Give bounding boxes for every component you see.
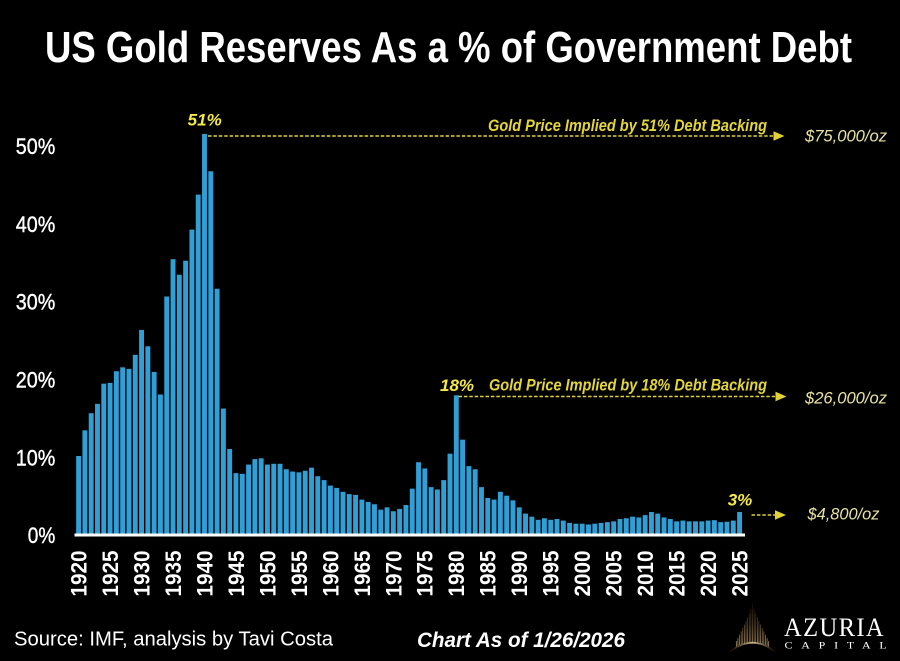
svg-text:$75,000/oz: $75,000/oz [804,128,888,146]
svg-text:Gold Price Implied by 51% Debt: Gold Price Implied by 51% Debt Backing [488,117,767,135]
svg-text:1940: 1940 [192,551,217,597]
svg-text:CAPITAL: CAPITAL [785,642,896,652]
svg-text:1925: 1925 [98,551,123,597]
svg-text:1970: 1970 [381,551,406,597]
svg-text:$4,800/oz: $4,800/oz [807,506,881,524]
svg-text:1975: 1975 [413,551,438,597]
svg-text:3%: 3% [728,491,753,510]
svg-text:1930: 1930 [129,551,154,597]
svg-text:1990: 1990 [507,551,532,597]
svg-text:2010: 2010 [633,551,658,597]
svg-text:Chart As of 1/26/2026: Chart As of 1/26/2026 [417,628,626,652]
svg-text:10%: 10% [16,445,56,470]
svg-text:2025: 2025 [727,551,752,597]
svg-text:1920: 1920 [67,551,92,597]
svg-text:0%: 0% [28,523,56,548]
svg-text:18%: 18% [440,376,474,395]
svg-text:51%: 51% [188,110,222,129]
svg-text:1985: 1985 [476,551,501,597]
svg-text:1980: 1980 [444,551,469,597]
svg-text:1935: 1935 [161,551,186,597]
svg-text:1995: 1995 [539,551,564,597]
svg-text:40%: 40% [16,212,56,237]
svg-text:2005: 2005 [602,551,627,597]
svg-text:2020: 2020 [696,551,721,597]
svg-text:2015: 2015 [665,551,690,597]
svg-text:1955: 1955 [287,551,312,597]
svg-text:Gold Price Implied by 18% Debt: Gold Price Implied by 18% Debt Backing [489,377,767,395]
svg-text:30%: 30% [16,290,56,315]
svg-text:1950: 1950 [255,551,280,597]
svg-text:1960: 1960 [318,551,343,597]
svg-text:$26,000/oz: $26,000/oz [804,390,888,408]
svg-text:US Gold Reserves As a % of Gov: US Gold Reserves As a % of Government De… [45,23,852,72]
svg-text:AZURIA: AZURIA [784,613,885,642]
svg-text:1945: 1945 [224,551,249,597]
svg-text:1965: 1965 [350,551,375,597]
svg-text:50%: 50% [16,134,56,159]
svg-text:Source: IMF, analysis by Tavi: Source: IMF, analysis by Tavi Costa [14,629,334,651]
svg-text:2000: 2000 [570,551,595,597]
svg-text:20%: 20% [16,368,56,393]
